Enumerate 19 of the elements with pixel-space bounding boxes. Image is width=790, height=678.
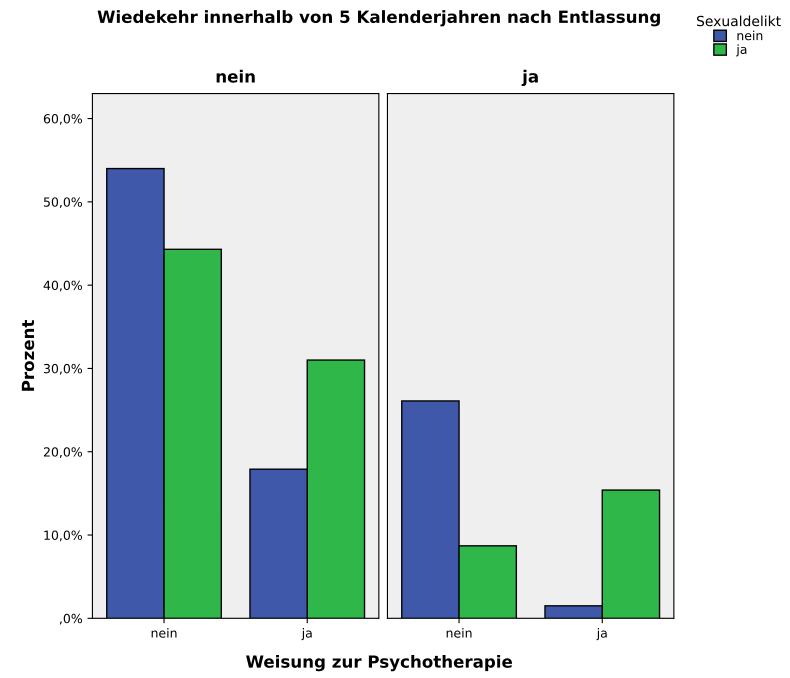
x-axis-title: Weisung zur Psychotherapie (246, 654, 512, 672)
legend-title: Sexualdelikt (696, 16, 781, 26)
x-tick-label: ja (596, 628, 607, 640)
y-tick-label: ,0% (60, 614, 82, 625)
chart-title: Wiedekehr innerhalb von 5 Kalenderjahren nach Entlassung (98, 10, 660, 26)
chart-subtitle: nein (216, 70, 255, 83)
x-tick-label: ja (301, 628, 312, 640)
y-tick-label: 60,0% (44, 114, 82, 125)
y-tick-label: 10,0% (44, 530, 82, 542)
y-tick-label: 50,0% (44, 197, 82, 208)
x-tick-label: nein (446, 628, 472, 638)
y-tick-label: 40,0% (44, 280, 82, 292)
y-tick-label: 20,0% (44, 447, 82, 458)
legend-label: ja (736, 44, 746, 56)
legend-label: nein (737, 30, 762, 40)
chart-subtitle: ja (522, 70, 538, 86)
x-tick-label: nein (152, 628, 176, 638)
y-tick-label: 30,0% (44, 364, 82, 375)
y-axis-title: Prozent (22, 320, 34, 391)
